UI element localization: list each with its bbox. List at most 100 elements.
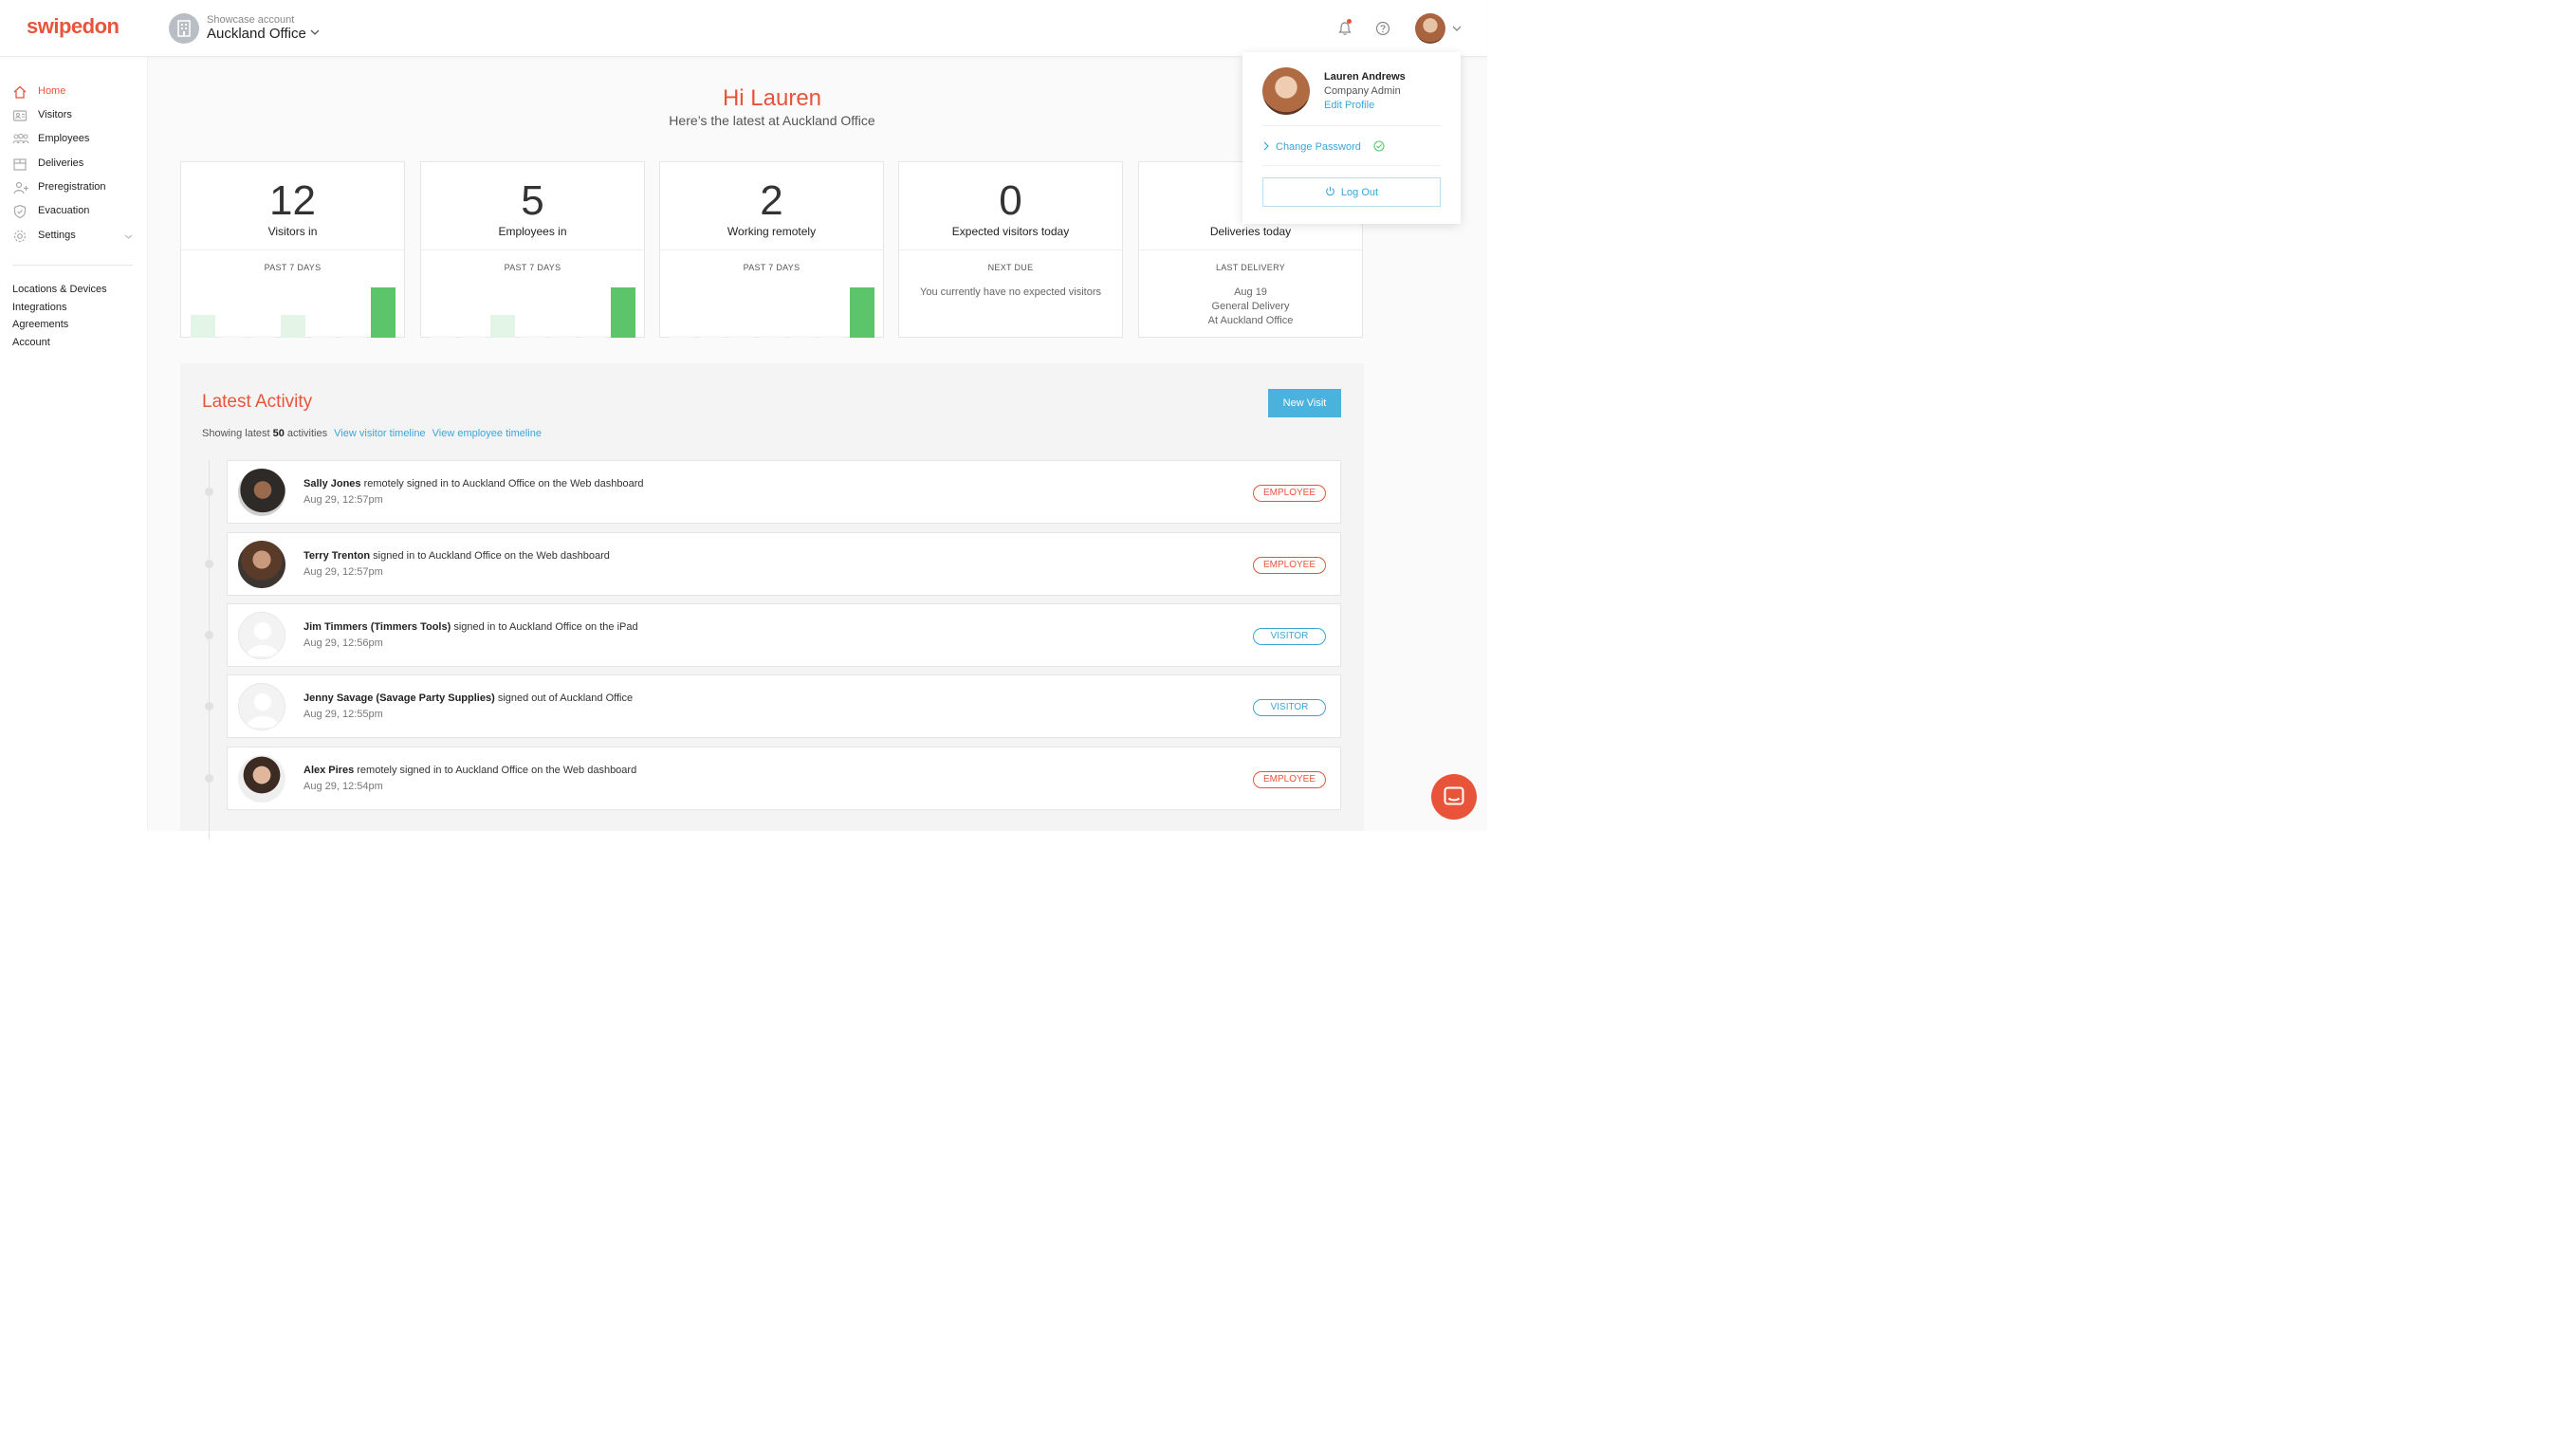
employee-timeline-link[interactable]: View employee timeline <box>432 428 542 439</box>
account-switcher[interactable]: Auckland Office <box>207 26 306 42</box>
sidebar-item-label: Visitors <box>38 109 72 120</box>
building-icon <box>169 13 199 44</box>
menu-divider <box>1262 165 1441 166</box>
sidebar-item-visitors[interactable]: Visitors <box>0 105 148 126</box>
activity-row[interactable]: Jim Timmers (Timmers Tools) signed in to… <box>227 603 1341 667</box>
chevron-right-icon <box>1263 141 1269 151</box>
activity-action: remotely signed in to Auckland Office on… <box>354 765 637 776</box>
activity-row[interactable]: Sally Jones remotely signed in to Auckla… <box>227 460 1341 524</box>
sidebar-item-label: Preregistration <box>38 181 106 193</box>
chevron-down-icon <box>124 234 133 239</box>
activity-person[interactable]: Jim Timmers (Timmers Tools) <box>304 621 451 633</box>
activity-time: Aug 29, 12:56pm <box>304 637 383 649</box>
chevron-down-icon[interactable] <box>1452 25 1462 32</box>
user-avatar[interactable] <box>1415 13 1445 44</box>
activity-action: signed out of Auckland Office <box>494 692 634 704</box>
chart-bar <box>611 287 636 338</box>
activity-time: Aug 29, 12:57pm <box>304 566 383 578</box>
chart-bar <box>430 336 455 338</box>
chart-bar <box>250 336 276 338</box>
sidebar-link-account[interactable]: Account <box>12 337 50 348</box>
check-circle-icon <box>1373 140 1385 152</box>
change-password-label: Change Password <box>1276 141 1361 153</box>
stat-card-expected[interactable]: 0 Expected visitors today NEXT DUE You c… <box>898 161 1123 338</box>
user-placeholder-icon <box>247 622 279 656</box>
stat-label: PAST 7 DAYS <box>504 263 561 272</box>
status-badge: EMPLOYEE <box>1253 557 1326 574</box>
stat-title: Visitors in <box>267 225 318 238</box>
sidebar-item-settings[interactable]: Settings <box>0 226 148 247</box>
chart-bar <box>281 315 305 338</box>
sidebar-item-label: Home <box>38 85 66 97</box>
activity-person[interactable]: Jenny Savage (Savage Party Supplies) <box>304 692 495 704</box>
gear-icon <box>13 230 27 243</box>
stat-value: 12 <box>269 177 316 224</box>
sidebar-item-evacuation[interactable]: Evacuation <box>0 201 148 222</box>
chart-bar <box>550 336 576 338</box>
bar-chart <box>428 286 638 338</box>
activity-row[interactable]: Terry Trenton signed in to Auckland Offi… <box>227 532 1341 596</box>
profile-avatar <box>1262 67 1310 115</box>
stat-label: PAST 7 DAYS <box>743 263 800 272</box>
stat-text: You currently have no expected visitors <box>920 286 1101 298</box>
sidebar-link-locations[interactable]: Locations & Devices <box>12 284 107 295</box>
chevron-down-icon[interactable] <box>310 28 320 36</box>
card-divider <box>1139 249 1362 250</box>
sidebar-item-deliveries[interactable]: Deliveries <box>0 154 148 175</box>
logout-label: Log Out <box>1340 187 1379 198</box>
sidebar-divider <box>12 265 133 266</box>
activity-time: Aug 29, 12:54pm <box>304 781 383 792</box>
activity-person[interactable]: Sally Jones <box>304 478 361 489</box>
latest-activity-panel: Latest Activity Showing latest 50 activi… <box>180 363 1364 840</box>
activity-summary: Showing latest 50 activities View visito… <box>202 428 542 439</box>
chart-bar <box>819 336 845 338</box>
chat-icon <box>1444 786 1464 805</box>
employees-icon <box>12 133 29 144</box>
chart-bar <box>371 287 396 338</box>
menu-divider <box>1262 125 1441 126</box>
sidebar-item-label: Settings <box>38 230 76 241</box>
user-placeholder-icon <box>247 693 279 728</box>
chart-bar <box>789 336 815 338</box>
status-badge: VISITOR <box>1253 628 1326 645</box>
timeline-line <box>209 460 210 840</box>
status-badge: EMPLOYEE <box>1253 771 1326 788</box>
logout-button[interactable]: Log Out <box>1262 177 1441 207</box>
edit-profile-link[interactable]: Edit Profile <box>1324 100 1375 111</box>
sidebar-link-agreements[interactable]: Agreements <box>12 319 69 330</box>
status-badge: VISITOR <box>1253 699 1326 716</box>
sidebar-item-employees[interactable]: Employees <box>0 129 148 150</box>
activity-person[interactable]: Alex Pires <box>304 765 355 776</box>
visitor-timeline-link[interactable]: View visitor timeline <box>334 428 426 439</box>
bell-icon[interactable] <box>1337 21 1352 36</box>
stat-label: NEXT DUE <box>987 263 1034 272</box>
bar-chart <box>667 286 877 338</box>
stat-card-remote[interactable]: 2 Working remotely PAST 7 DAYS <box>659 161 884 338</box>
timeline-dot <box>205 774 213 783</box>
profile-dropdown: Lauren Andrews Company Admin Edit Profil… <box>1242 52 1461 224</box>
activity-text: Terry Trenton signed in to Auckland Offi… <box>304 550 610 562</box>
chat-button[interactable] <box>1431 774 1477 820</box>
new-visit-button[interactable]: New Visit <box>1268 389 1341 417</box>
sidebar-link-integrations[interactable]: Integrations <box>12 302 67 313</box>
sidebar-item-home[interactable]: Home <box>0 82 148 102</box>
stat-label: LAST DELIVERY <box>1215 263 1286 272</box>
timeline-dot <box>205 702 213 711</box>
stat-card-employees[interactable]: 5 Employees in PAST 7 DAYS <box>420 161 645 338</box>
help-icon[interactable] <box>1375 21 1390 36</box>
greeting-title: Hi Lauren <box>722 85 822 111</box>
activity-row[interactable]: Alex Pires remotely signed in to Aucklan… <box>227 747 1341 810</box>
activity-person[interactable]: Terry Trenton <box>304 550 371 562</box>
stat-value: 0 <box>999 177 1022 224</box>
activity-title: Latest Activity <box>202 392 313 412</box>
stat-card-visitors[interactable]: 12 Visitors in PAST 7 DAYS <box>180 161 405 338</box>
stat-text: At Auckland Office <box>1207 315 1294 326</box>
chart-bar <box>490 315 516 338</box>
top-bar: swipedon Showcase account Auckland Offic… <box>0 0 1487 57</box>
logo[interactable]: swipedon <box>27 14 120 38</box>
activity-row[interactable]: Jenny Savage (Savage Party Supplies) sig… <box>227 674 1341 738</box>
change-password-link[interactable]: Change Password <box>1262 140 1385 153</box>
stat-title: Expected visitors today <box>951 225 1070 238</box>
activity-action: remotely signed in to Auckland Office on… <box>360 478 644 489</box>
sidebar-item-preregistration[interactable]: Preregistration <box>0 177 148 198</box>
